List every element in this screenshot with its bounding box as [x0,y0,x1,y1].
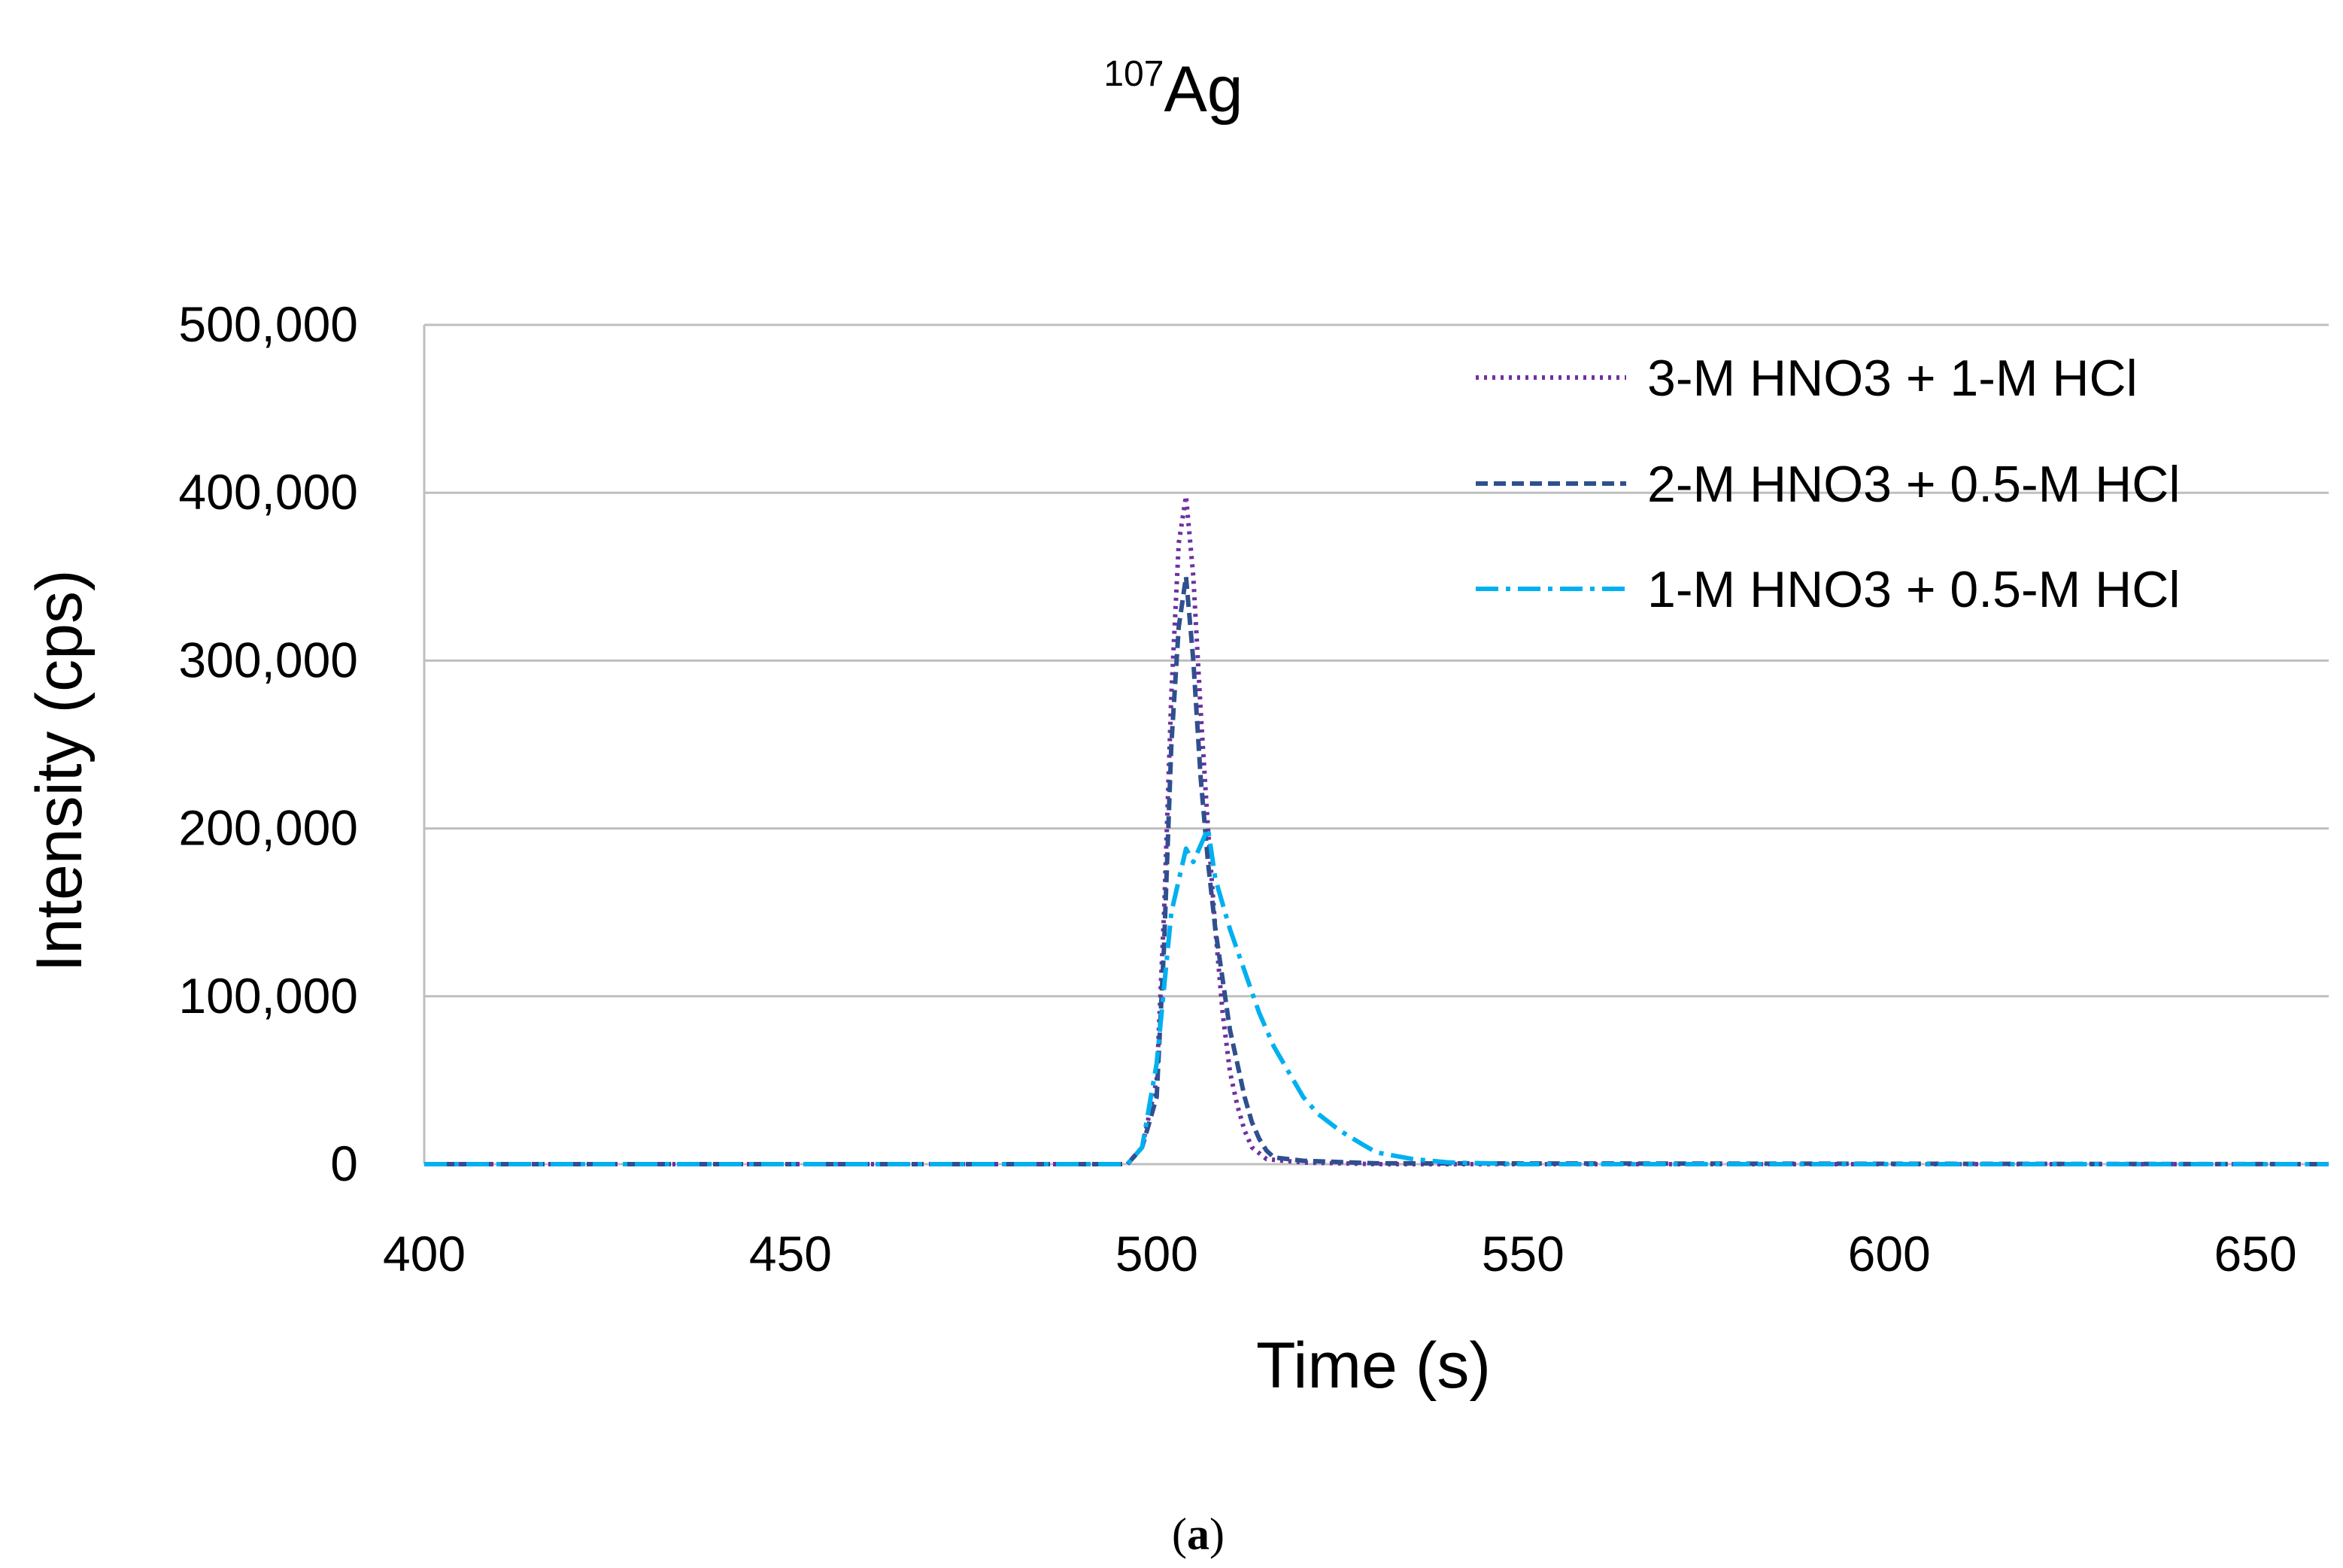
legend-label-3: 1-M HNO3 + 0.5-M HCl [1647,561,2180,618]
x-tick-label: 400 [383,1226,466,1281]
y-tick-label: 200,000 [178,800,358,856]
x-axis-title: Time (s) [1256,1330,1491,1402]
x-tick-label: 650 [2214,1226,2297,1281]
legend-label-2: 2-M HNO3 + 0.5-M HCl [1647,456,2180,513]
y-tick-label: 100,000 [178,968,358,1024]
x-tick-label: 600 [1848,1226,1931,1281]
y-axis-title: Intensity (cps) [23,569,96,972]
chart-title-superscript: 107 [1103,54,1164,94]
chart-title-main: Ag [1164,53,1243,126]
x-tick-labels: 400 450 500 550 600 650 [383,1226,2297,1281]
y-tick-label: 0 [330,1136,358,1191]
y-tick-label: 400,000 [178,464,358,520]
x-tick-label: 500 [1115,1226,1198,1281]
series-line-3 [424,826,2329,1166]
series-line-1 [424,493,2329,1166]
y-tick-label: 300,000 [178,632,358,687]
legend-label-1: 3-M HNO3 + 1-M HCl [1647,350,2138,407]
x-tick-label: 450 [749,1226,832,1281]
series-lines [424,493,2329,1166]
x-tick-label: 550 [1482,1226,1565,1281]
y-tick-label: 500,000 [178,296,358,352]
caption-label: a [1187,1509,1209,1559]
series-line-2 [424,574,2329,1166]
y-tick-labels: 0 100,000 200,000 300,000 400,000 500,000 [178,296,358,1191]
gridlines [424,323,2329,1166]
caption-open: ( [1172,1509,1187,1559]
legend: 3-M HNO3 + 1-M HCl 2-M HNO3 + 0.5-M HCl 1-… [1476,350,2180,618]
caption-close: ) [1209,1509,1225,1559]
chart-title: 107Ag [1103,53,1243,126]
figure-caption: (a) [1172,1509,1225,1559]
